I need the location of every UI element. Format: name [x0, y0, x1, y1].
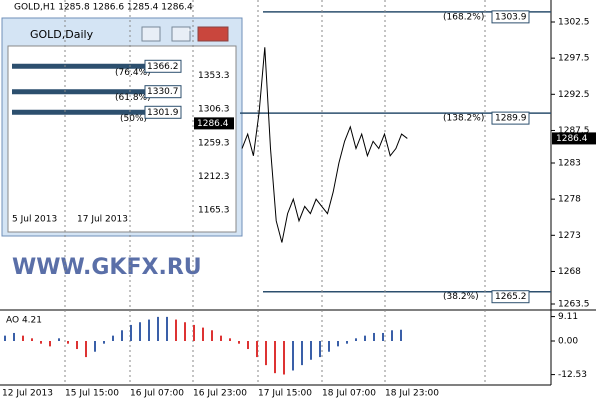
- fib-value: 1265.2: [495, 292, 527, 302]
- price-line: [241, 47, 408, 243]
- inset-time: 17 Jul 2013: [77, 215, 128, 225]
- price-label: 1292.5: [558, 90, 590, 100]
- time-label: 17 Jul 15:00: [258, 389, 312, 399]
- time-label: 12 Jul 2013: [2, 389, 53, 399]
- inset-pct: (76.4%): [115, 68, 151, 78]
- inset-price: 1165.3: [198, 206, 230, 216]
- fib-pct: (138.2%): [443, 114, 484, 124]
- fib-box: [491, 10, 530, 24]
- fib-value: 1289.9: [495, 114, 527, 124]
- inset-time: 5 Jul 2013: [12, 215, 57, 225]
- inset-price: 1353.3: [198, 71, 230, 81]
- current-price: 1286.4: [556, 134, 588, 144]
- price-label: 1297.5: [558, 54, 590, 64]
- time-label: 16 Jul 23:00: [193, 389, 247, 399]
- inset-level-label: 1330.7: [147, 87, 179, 97]
- inset-window[interactable]: GOLD,Daily 1353.3 1306.3 1259.3 1212.3 1165.…: [1, 17, 243, 237]
- current-price-box: [552, 132, 596, 145]
- osc-tick: -12.53: [558, 370, 587, 380]
- inset-title: GOLD,Daily: [30, 28, 94, 41]
- price-label: 1278: [558, 195, 581, 205]
- inset-price: 1212.3: [198, 172, 230, 182]
- inset-price: 1259.3: [198, 138, 230, 148]
- price-label: 1273: [558, 231, 581, 241]
- inset-current: 1286.4: [197, 119, 229, 129]
- osc-tick: 9.11: [558, 312, 578, 322]
- fib-pct: (38.2%): [443, 292, 479, 302]
- inset-level-box: [144, 105, 182, 119]
- inset-level-box: [144, 59, 182, 73]
- time-label: 16 Jul 07:00: [130, 389, 184, 399]
- price-label: 1283: [558, 159, 581, 169]
- osc-tick: 0.00: [558, 337, 578, 347]
- osc-label: AO 4.21: [6, 316, 42, 326]
- fib-box: [491, 290, 530, 304]
- fib-box: [491, 111, 530, 125]
- price-label: 1263.5: [558, 300, 590, 310]
- inset-pct: (50%): [120, 114, 147, 124]
- time-label: 18 Jul 07:00: [322, 389, 376, 399]
- fib-value: 1303.9: [495, 12, 527, 22]
- inset-level-label: 1301.9: [147, 108, 179, 118]
- inset-price: 1306.3: [198, 105, 230, 115]
- header: GOLD,H1 1285.8 1286.6 1285.4 1286.4: [14, 3, 193, 13]
- time-label: 15 Jul 15:00: [65, 389, 119, 399]
- inset-level-box: [144, 85, 182, 99]
- price-label: 1287.5: [558, 126, 590, 136]
- inset-pct: (61.8%): [115, 93, 151, 103]
- fib-pct: (168.2%): [443, 12, 484, 22]
- time-label: 18 Jul 23:00: [385, 389, 439, 399]
- price-label: 1302.5: [558, 18, 590, 28]
- watermark: WWW.GKFX.RU: [12, 255, 202, 280]
- inset-current-box: [194, 117, 234, 130]
- inset-level-label: 1366.2: [147, 62, 179, 72]
- price-label: 1268: [558, 267, 581, 277]
